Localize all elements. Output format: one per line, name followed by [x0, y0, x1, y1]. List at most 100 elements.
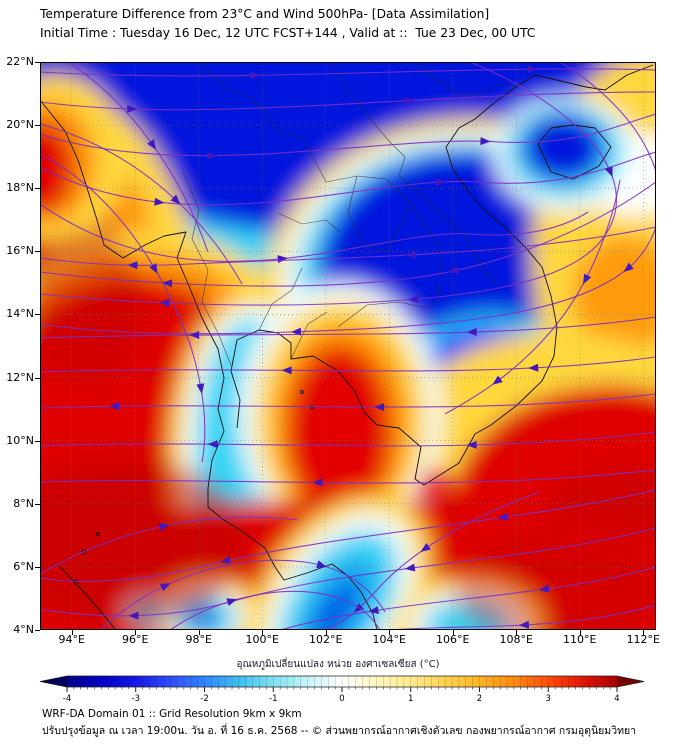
- y-tick-mark: [35, 630, 40, 631]
- wind-arrow: [583, 273, 592, 285]
- wind-arrow: [170, 194, 181, 205]
- wind-arrow: [207, 440, 218, 449]
- x-tick-mark: [389, 630, 391, 635]
- y-tick-mark: [35, 251, 40, 253]
- x-tick-mark: [262, 630, 264, 635]
- map-frame: [40, 62, 656, 630]
- wind-arrow: [189, 331, 200, 340]
- y-tick-mark: [35, 377, 40, 379]
- wind-arrow: [277, 255, 288, 264]
- wind-arrow: [448, 266, 459, 274]
- wind-arrow: [435, 178, 446, 187]
- wind-arrow: [159, 583, 171, 592]
- y-tick-mark: [35, 62, 40, 63]
- x-tick-label: 110°E: [563, 633, 597, 646]
- colorbar-tick-label: 4: [614, 694, 619, 704]
- x-tick-mark: [325, 630, 327, 635]
- wind-arrow: [466, 440, 477, 449]
- x-tick-mark: [198, 630, 200, 635]
- wind-arrow: [312, 478, 323, 487]
- wind-arrow: [147, 139, 157, 150]
- x-tick-mark: [516, 630, 518, 635]
- wind-arrow: [623, 262, 634, 273]
- wind-arrow: [154, 197, 165, 206]
- x-tick-label: 100°E: [245, 633, 279, 646]
- x-tick-mark: [135, 630, 137, 635]
- wind-arrow: [207, 151, 218, 160]
- wind-arrow: [605, 166, 613, 177]
- colorbar-label: อุณหภูมิเปลี่ยนแปลง หน่วย องศาเซลเซียส (…: [236, 659, 440, 670]
- wind-arrow: [220, 556, 231, 564]
- x-tick-mark: [71, 630, 73, 635]
- wind-arrow: [226, 598, 238, 606]
- chart-subtitle: Initial Time : Tuesday 16 Dec, 12 UTC FC…: [40, 26, 536, 40]
- wind-arrow: [281, 366, 292, 375]
- wind-arrow: [149, 263, 158, 274]
- y-tick-label: 6°N: [13, 559, 34, 573]
- colorbar-tick-label: -4: [63, 694, 71, 704]
- wind-arrow: [528, 363, 539, 372]
- y-tick-mark: [35, 314, 40, 316]
- wind-streamlines: [40, 62, 656, 630]
- wind-arrow: [159, 299, 170, 308]
- colorbar-tick-label: -3: [132, 694, 140, 704]
- x-tick-mark: [452, 630, 454, 635]
- colorbar-tick-label: -1: [269, 694, 277, 704]
- y-tick-label: 22°N: [6, 55, 34, 68]
- x-tick-mark: [643, 630, 645, 635]
- wind-arrow: [250, 71, 261, 80]
- wind-arrow: [404, 563, 416, 572]
- y-tick-label: 8°N: [13, 496, 34, 510]
- wind-arrow: [374, 403, 385, 412]
- colorbar-tick-label: -2: [200, 694, 208, 704]
- wind-arrow: [420, 542, 431, 552]
- wind-arrow: [480, 137, 491, 146]
- chart-title: Temperature Difference from 23°C and Win…: [40, 7, 490, 21]
- wind-arrow: [162, 279, 173, 288]
- wind-arrow: [127, 261, 138, 270]
- wind-arrow: [316, 560, 328, 569]
- wind-arrow: [408, 294, 419, 303]
- wind-arrow: [290, 327, 302, 336]
- y-tick-mark: [35, 125, 40, 127]
- footer-domain-info: WRF-DA Domain 01 :: Grid Resolution 9km …: [42, 708, 302, 720]
- wind-arrow: [127, 104, 138, 113]
- colorbar: -4 -3 -2 -1 0 1 2 3 4: [39, 675, 645, 704]
- wind-arrow: [497, 512, 509, 521]
- wind-arrow: [405, 250, 416, 259]
- y-tick-mark: [35, 566, 40, 568]
- wind-arrow: [492, 375, 503, 385]
- wind-arrow: [158, 523, 170, 531]
- y-tick-label: 10°N: [6, 433, 34, 447]
- y-tick-label: 20°N: [6, 118, 34, 132]
- y-tick-label: 16°N: [6, 244, 34, 258]
- x-tick-mark: [579, 630, 581, 635]
- wind-arrow: [368, 606, 379, 615]
- y-tick-mark: [35, 188, 40, 190]
- y-tick-label: 18°N: [6, 181, 34, 195]
- x-tick-label: 96°E: [122, 633, 149, 646]
- weather-map: [40, 62, 656, 630]
- wind-arrow: [466, 327, 477, 336]
- colorbar-tick-label: 0: [339, 694, 344, 704]
- x-tick-label: 98°E: [185, 633, 212, 646]
- x-tick-label: 104°E: [372, 633, 406, 646]
- wind-arrow: [527, 65, 538, 74]
- x-tick-label: 94°E: [58, 633, 85, 646]
- x-tick-label: 102°E: [309, 633, 343, 646]
- y-tick-label: 4°N: [13, 623, 34, 636]
- y-tick-mark: [35, 440, 40, 442]
- colorbar-tick-label: 1: [408, 694, 413, 704]
- country-borders: [182, 62, 517, 366]
- colorbar-tick-label: 2: [477, 694, 482, 704]
- x-tick-label: 108°E: [499, 633, 533, 646]
- wind-arrow: [128, 611, 139, 620]
- y-tick-label: 14°N: [6, 307, 34, 321]
- wind-arrow: [518, 620, 530, 629]
- y-tick-label: 12°N: [6, 370, 34, 384]
- wind-arrow: [538, 584, 550, 593]
- graticule-grid: [40, 62, 656, 630]
- x-tick-label: 112°E: [626, 633, 661, 646]
- x-tick-label: 106°E: [436, 633, 470, 646]
